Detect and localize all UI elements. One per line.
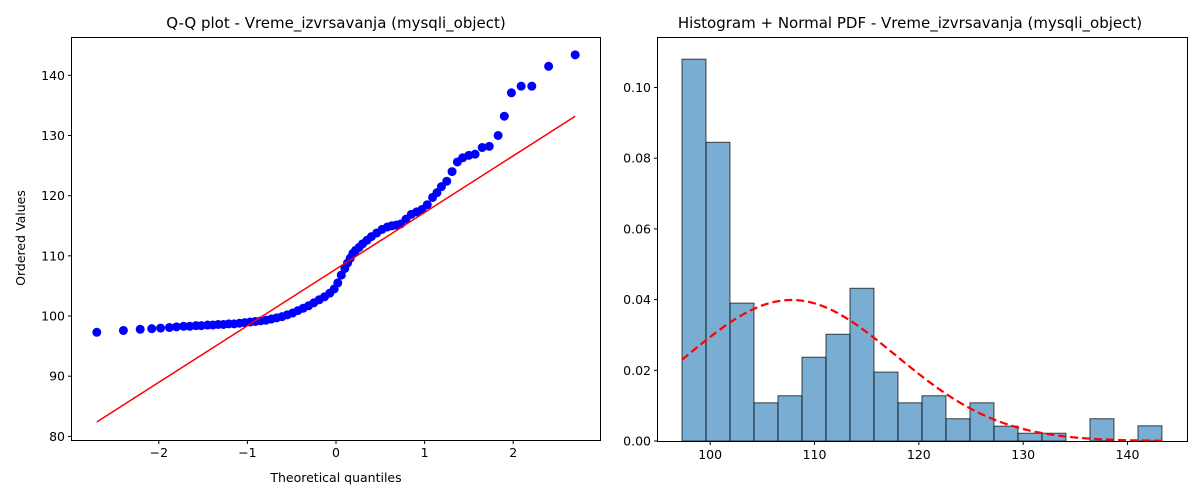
qq-point (544, 61, 554, 71)
qq-y-axis-label: Ordered Values (13, 190, 28, 286)
hist-bar (969, 402, 995, 442)
qq-point (172, 322, 182, 332)
hist-y-tick-label: 0.08 (623, 151, 651, 166)
qq-point (499, 111, 509, 121)
hist-bar (993, 425, 1019, 442)
hist-x-tick-label: 140 (1116, 447, 1140, 462)
hist-y-tick-label: 0.10 (623, 80, 651, 95)
qq-marks: −2 −1 0 1 2 80 90 100 110 120 130 140 (41, 50, 580, 460)
hist-bar (705, 141, 731, 442)
hist-x-tick-label: 120 (907, 447, 931, 462)
qq-x-tick-label: 1 (421, 445, 429, 460)
qq-point (147, 324, 157, 334)
hist-bar (777, 395, 803, 442)
qq-y-tick-label: 130 (41, 128, 65, 143)
qq-point (164, 322, 174, 332)
qq-y-tick-label: 120 (41, 188, 65, 203)
qq-point (477, 143, 487, 153)
qq-y-tick-label: 110 (41, 248, 65, 263)
hist-x-tick-label: 130 (1011, 447, 1035, 462)
qq-y-tick-label: 140 (41, 68, 65, 83)
qq-x-tick-label: −2 (150, 445, 168, 460)
qq-point (470, 149, 480, 159)
hist-marks: 100 110 120 130 140 0.00 0.02 0.04 0.06 0.08 0.10 (623, 58, 1163, 462)
qq-x-axis-label: Theoretical quantiles (269, 470, 401, 485)
qq-point (493, 130, 503, 140)
qq-point (516, 81, 526, 91)
hist-bar (1137, 425, 1163, 442)
qq-title: Q-Q plot - Vreme_izvrsavanja (mysqli_obj… (166, 14, 506, 33)
hist-bar (897, 402, 923, 442)
qq-point (506, 88, 516, 98)
hist-bar (825, 333, 851, 442)
qq-y-tick-label: 90 (49, 369, 65, 384)
qq-point (118, 325, 128, 335)
hist-bar (1089, 418, 1115, 442)
hist-y-tick-label: 0.00 (623, 434, 651, 449)
hist-bar (873, 371, 899, 442)
qq-point (333, 278, 343, 288)
qq-point (442, 176, 452, 186)
qq-x-tick-label: 2 (509, 445, 517, 460)
qq-point (336, 270, 346, 280)
hist-bar (681, 58, 707, 442)
qq-y-tick-label: 100 (41, 309, 65, 324)
hist-title: Histogram + Normal PDF - Vreme_izvrsavan… (678, 14, 1142, 33)
hist-bar (849, 287, 875, 442)
hist-plot-frame (657, 37, 1188, 442)
qq-fit-line (96, 115, 576, 423)
qq-point (570, 50, 580, 60)
histogram-plot: Histogram + Normal PDF - Vreme_izvrsavan… (623, 14, 1188, 462)
hist-bar (921, 395, 947, 442)
hist-bar (729, 302, 755, 442)
qq-point (156, 323, 166, 333)
hist-y-tick-label: 0.06 (623, 221, 651, 236)
qq-point (135, 324, 145, 334)
qq-point (527, 81, 537, 91)
hist-x-tick-label: 100 (698, 447, 722, 462)
hist-y-tick-label: 0.04 (623, 292, 651, 307)
qq-point (484, 141, 494, 151)
hist-bar (1017, 432, 1043, 442)
qq-plot: Q-Q plot - Vreme_izvrsavanja (mysqli_obj… (13, 14, 601, 485)
qq-x-tick-label: −1 (238, 445, 256, 460)
hist-x-tick-label: 110 (803, 447, 827, 462)
qq-point (92, 327, 102, 337)
qq-point (422, 200, 432, 210)
qq-x-tick-label: 0 (332, 445, 340, 460)
qq-point (447, 167, 457, 177)
qq-point (179, 321, 189, 331)
hist-pdf-curve (681, 298, 1162, 442)
qq-plot-frame (71, 37, 601, 441)
hist-bar (801, 356, 827, 442)
qq-y-tick-label: 80 (49, 429, 65, 444)
hist-y-tick-label: 0.02 (623, 363, 651, 378)
hist-bar (945, 418, 971, 442)
hist-bar (753, 402, 779, 442)
